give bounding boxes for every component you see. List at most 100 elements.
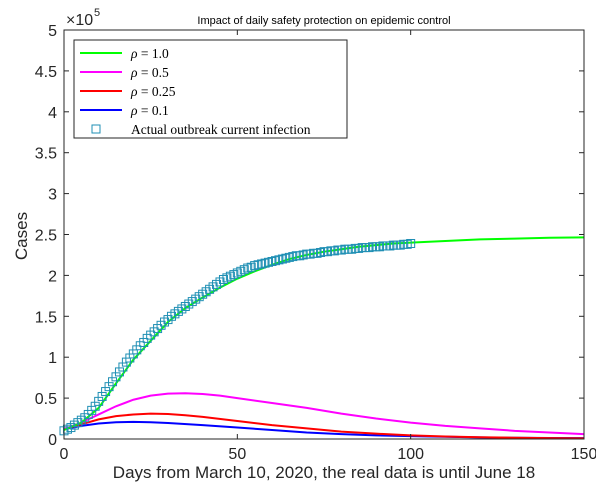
data-point [322,247,332,257]
data-point [222,273,232,283]
data-point [239,265,249,275]
data-point [406,238,416,248]
data-point [205,284,215,294]
data-point [73,418,83,428]
legend-items: ρ = 1.0 ρ = 0.5 ρ = 0.25 ρ = 0.1 Actual outb… [80,46,311,137]
data-point [257,259,267,269]
data-point [267,256,277,266]
y-axis-title: Cases [12,212,31,260]
data-point [246,262,256,272]
data-point [149,327,159,337]
legend-label: ρ = 0.25 [130,84,176,99]
data-point [347,244,357,254]
legend: ρ = 1.0 ρ = 0.5 ρ = 0.25 ρ = 0.1 Actual outb… [73,39,348,139]
data-point [66,423,76,433]
data-point [194,292,204,302]
data-point [305,249,315,259]
data-point [114,367,124,377]
data-point [270,256,280,266]
data-point [76,415,86,425]
x-tick-label: 150 [571,446,596,463]
data-point [260,258,270,268]
data-point [69,420,79,430]
legend-marker [91,124,101,134]
legend-box [73,39,348,139]
data-point [160,317,170,327]
y-tick-label: 3 [48,187,57,204]
data-point [402,239,412,249]
data-point [274,255,284,265]
data-point [208,282,218,292]
data-point [329,246,339,256]
y-tick-label: 1.5 [35,309,57,326]
x-tick-label: 50 [228,446,246,463]
data-point [166,311,176,321]
data-point [229,270,239,280]
data-point [385,241,395,251]
data-point [253,260,263,270]
data-point [156,320,166,330]
data-point [316,247,326,257]
data-point [97,391,107,401]
data-point [111,372,121,382]
data-point [90,401,100,411]
data-point [191,294,201,304]
y-tick-label: 5 [48,23,57,40]
data-point [232,268,242,278]
series-line-2 [63,412,585,440]
legend-label: ρ = 1.0 [130,46,169,61]
y-tick-label: 1 [48,350,57,367]
legend-label: ρ = 0.5 [130,65,169,80]
data-point [295,251,305,261]
y-tick-label: 4 [48,105,57,122]
data-point [118,362,128,372]
x-axis-title: Days from March 10, 2020, the real data … [113,463,535,482]
data-point [101,387,111,397]
data-point [364,243,374,253]
data-point [354,243,364,253]
chart-title: Impact of daily safety protection on epi… [197,15,450,27]
data-point [236,266,246,276]
data-point [212,279,222,289]
data-point [80,413,90,423]
data-point [173,306,183,316]
series-layer [59,236,585,440]
data-point [336,245,346,255]
ticks-layer: 0 50 100 150 0 0.5 1 1.5 2 2.5 3 3.5 4 4.5 5 [35,23,596,463]
data-point [395,240,405,250]
data-point [187,297,197,307]
data-point [281,253,291,263]
data-point [374,242,384,252]
series-line-0 [63,236,585,431]
data-point [104,382,114,392]
legend-label: Actual outbreak current infection [131,122,311,137]
data-point [312,248,322,258]
data-point [225,271,235,281]
y-tick-label: 0 [48,432,57,449]
y-tick-label: 3.5 [35,146,57,163]
data-point [277,254,287,264]
y-tick-label: 2.5 [35,228,57,245]
data-point [184,299,194,309]
data-point [142,333,152,343]
data-point [218,274,228,284]
data-point [108,377,118,387]
x-tick-label: 0 [60,446,69,463]
y-multiplier-label: ×10 [66,12,93,29]
data-point [153,324,163,334]
data-point [180,301,190,311]
x-tick-label: 100 [397,446,424,463]
data-point [170,309,180,319]
data-point [264,257,274,267]
data-point [177,304,187,314]
data-point [284,252,294,262]
data-point [163,315,173,325]
data-point [298,250,308,260]
y-multiplier-exponent: 5 [94,7,100,19]
y-tick-label: 2 [48,268,57,285]
data-point [146,330,156,340]
data-point [201,287,211,297]
data-point [198,289,208,299]
data-point [288,252,298,262]
